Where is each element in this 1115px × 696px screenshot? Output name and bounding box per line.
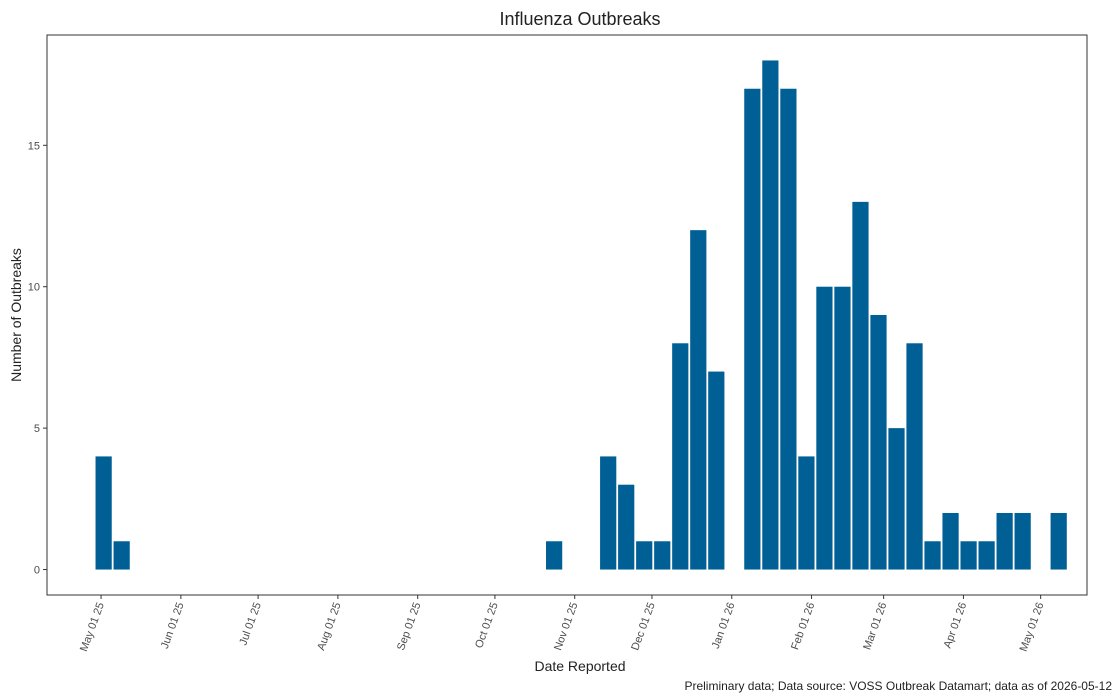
x-tick-label: Feb 01 26: [789, 601, 817, 652]
x-tick-label: Apr 01 26: [942, 601, 970, 650]
bar: [690, 230, 707, 570]
x-tick-label: Dec 01 25: [629, 601, 657, 652]
bar: [113, 541, 130, 570]
bar: [942, 512, 959, 570]
bar: [798, 456, 815, 570]
bar: [924, 541, 941, 570]
x-axis-label: Date Reported: [534, 658, 625, 674]
bar: [1050, 512, 1067, 570]
panel-border: [46, 34, 1088, 596]
bar: [636, 541, 653, 570]
bar: [780, 88, 797, 570]
bar: [654, 541, 671, 570]
bar: [816, 286, 833, 570]
y-tick-label: 5: [34, 423, 40, 435]
x-tick-label: Jul 01 25: [237, 601, 264, 647]
bar: [95, 456, 112, 570]
y-tick-label: 10: [28, 282, 40, 294]
bar: [978, 541, 995, 570]
y-tick-label: 0: [34, 565, 40, 577]
x-tick-label: Mar 01 26: [861, 601, 889, 652]
bar: [708, 371, 725, 570]
x-tick-label: Jun 01 25: [159, 601, 187, 651]
bar: [744, 88, 761, 570]
bar: [960, 541, 977, 570]
x-tick-label: Nov 01 25: [552, 601, 580, 652]
bar: [762, 60, 779, 570]
chart-title: Influenza Outbreaks: [499, 9, 660, 29]
caption: Preliminary data; Data source: VOSS Outb…: [684, 679, 1112, 693]
bar: [834, 286, 851, 570]
x-tick-label: Aug 01 25: [315, 601, 343, 652]
x-tick-label: Jan 01 26: [710, 601, 738, 651]
bar: [852, 201, 869, 570]
bar: [618, 484, 635, 570]
y-tick-label: 15: [28, 140, 40, 152]
bar: [996, 512, 1013, 570]
bar: [1014, 512, 1031, 570]
x-tick-label: Sep 01 25: [395, 601, 423, 652]
bar: [672, 343, 689, 570]
bar: [546, 541, 563, 570]
x-tick-label: Oct 01 25: [473, 601, 501, 650]
bar: [870, 315, 887, 570]
bar: [906, 343, 923, 570]
bar: [600, 456, 617, 570]
x-tick-label: May 01 26: [1018, 601, 1047, 653]
y-axis-label: Number of Outbreaks: [8, 248, 24, 382]
bar: [888, 428, 905, 570]
x-tick-label: May 01 25: [78, 601, 107, 653]
